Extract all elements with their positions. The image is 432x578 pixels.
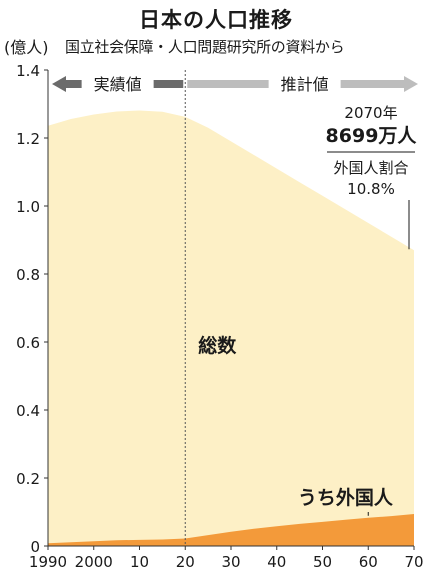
- x-tick-label: 60: [359, 553, 378, 571]
- foreign-population-area: [48, 514, 414, 546]
- foreign-series-label: うち外国人: [298, 486, 394, 509]
- y-tick-label: 0.6: [16, 334, 40, 352]
- y-tick-label: 0.4: [16, 402, 40, 420]
- x-tick-label: 70: [404, 553, 423, 571]
- x-tick-label: 10: [130, 553, 149, 571]
- y-tick-label: 1.4: [16, 62, 40, 80]
- projection-label: 推計値: [281, 75, 329, 94]
- x-tick-label: 2000: [75, 553, 113, 571]
- annotation-year: 2070年: [344, 104, 397, 122]
- y-tick-label: 0.8: [16, 266, 40, 284]
- annotation-population: 8699万人: [326, 125, 418, 147]
- y-tick-label: 1.2: [16, 130, 40, 148]
- x-tick-label: 50: [313, 553, 332, 571]
- actual-label-bg: [81, 73, 154, 95]
- actual-label: 実績値: [94, 75, 142, 94]
- y-tick-label: 0: [30, 538, 40, 556]
- annotation-foreign-ratio: 10.8%: [347, 180, 395, 198]
- x-tick-label: 30: [221, 553, 240, 571]
- total-series-label: 総数: [198, 334, 237, 357]
- x-tick-label: 40: [267, 553, 286, 571]
- total-population-area: [48, 110, 414, 546]
- annotation-foreign-label: 外国人割合: [333, 159, 408, 177]
- y-tick-label: 1.0: [16, 198, 40, 216]
- chart-title: 日本の人口推移: [139, 8, 293, 32]
- y-axis-label: (億人): [4, 38, 49, 57]
- projection-label-bg: [268, 73, 341, 95]
- y-tick-label: 0.2: [16, 470, 40, 488]
- x-tick-label: 20: [176, 553, 195, 571]
- x-tick-label: 1990: [29, 553, 67, 571]
- source-note: 国立社会保障・人口問題研究所の資料から: [65, 38, 345, 56]
